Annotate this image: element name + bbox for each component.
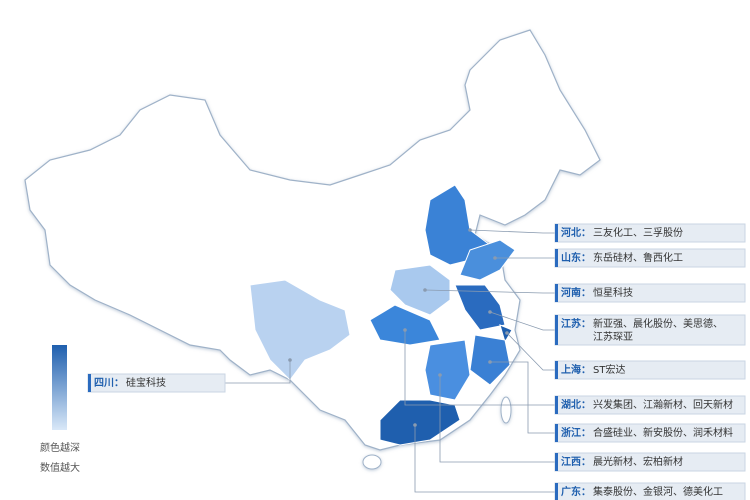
jiangsu bbox=[454, 284, 506, 331]
legend-low: 数值越大 bbox=[40, 461, 80, 474]
callout-accent bbox=[88, 374, 91, 392]
companies: 江苏琛亚 bbox=[593, 330, 633, 343]
zhejiang bbox=[469, 334, 511, 386]
anchor-dot bbox=[468, 228, 472, 232]
callout-accent bbox=[555, 315, 558, 345]
leader-line bbox=[490, 361, 555, 434]
callout-accent bbox=[555, 284, 558, 302]
province-label: 广东： bbox=[561, 485, 591, 498]
leader-line bbox=[489, 311, 555, 331]
companies: 硅宝科技 bbox=[126, 376, 166, 389]
callout-accent bbox=[555, 361, 558, 379]
province-label: 山东： bbox=[561, 251, 591, 264]
jiangxi bbox=[424, 339, 471, 401]
leader-line bbox=[225, 360, 291, 384]
callout-accent bbox=[555, 224, 558, 242]
henan bbox=[389, 264, 451, 316]
companies: 兴发集团、江瀚新材、回天新材 bbox=[593, 398, 733, 411]
leader-line bbox=[404, 330, 555, 406]
anchor-dot bbox=[423, 288, 427, 292]
companies: ST宏达 bbox=[593, 363, 625, 376]
province-label: 四川： bbox=[94, 377, 124, 389]
province-label: 浙江： bbox=[561, 426, 591, 439]
callout-accent bbox=[555, 424, 558, 442]
companies: 集泰股份、金银河、德美化工 bbox=[593, 485, 723, 498]
leader-line bbox=[469, 229, 555, 234]
companies: 晨光新材、宏柏新材 bbox=[593, 455, 683, 468]
province-label: 上海： bbox=[561, 363, 591, 376]
anchor-dot bbox=[505, 331, 509, 335]
leader-line bbox=[439, 375, 555, 463]
province-label: 江苏： bbox=[561, 317, 591, 330]
companies: 新亚强、晨化股份、美思德、 bbox=[593, 317, 723, 330]
callout-box bbox=[554, 314, 746, 346]
legend-bar bbox=[52, 345, 67, 430]
anchor-dot bbox=[438, 373, 442, 377]
companies: 三友化工、三孚股份 bbox=[593, 226, 683, 239]
province-label: 河南： bbox=[561, 286, 591, 299]
hubei bbox=[369, 304, 441, 346]
companies: 恒星科技 bbox=[593, 286, 633, 299]
callout-accent bbox=[555, 453, 558, 471]
leader-line bbox=[424, 289, 555, 294]
leader-lines bbox=[225, 228, 555, 493]
anchor-dot bbox=[493, 256, 497, 260]
companies: 合盛硅业、新安股份、润禾材料 bbox=[593, 426, 733, 439]
anchor-dot bbox=[488, 310, 492, 314]
sichuan bbox=[249, 279, 351, 381]
province-label: 河北： bbox=[561, 226, 591, 239]
shandong bbox=[459, 239, 516, 281]
callout-accent bbox=[555, 249, 558, 267]
province-label: 湖北： bbox=[561, 398, 591, 411]
legend-high: 颜色越深 bbox=[40, 441, 80, 454]
provinces bbox=[249, 184, 516, 446]
callout-accent bbox=[555, 396, 558, 414]
companies: 东岳硅材、鲁西化工 bbox=[593, 251, 683, 264]
anchor-dot bbox=[413, 423, 417, 427]
province-label: 江西： bbox=[561, 455, 591, 468]
callout-accent bbox=[555, 483, 558, 500]
anchor-dot bbox=[403, 328, 407, 332]
anchor-dot bbox=[488, 360, 492, 364]
anchor-dot bbox=[288, 358, 292, 362]
leader-line bbox=[506, 332, 555, 371]
leader-line bbox=[414, 425, 555, 493]
